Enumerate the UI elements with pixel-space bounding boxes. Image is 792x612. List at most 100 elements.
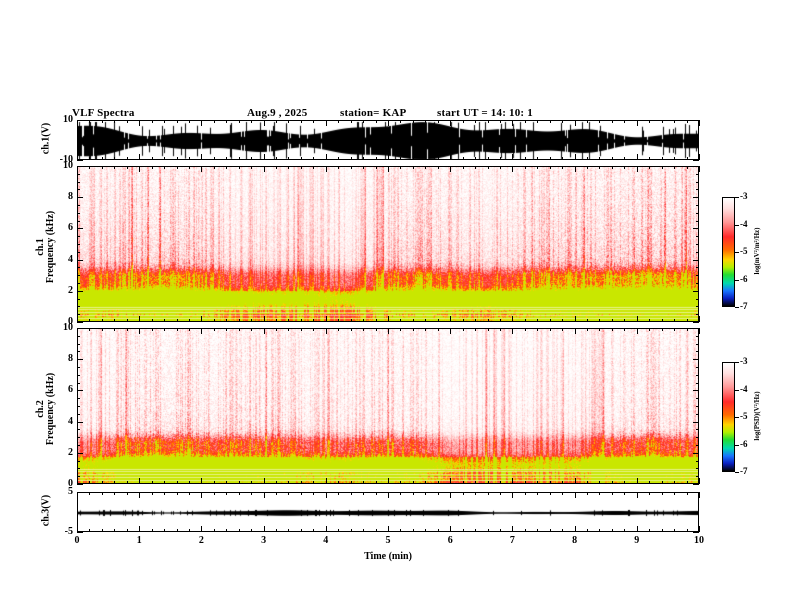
- x-tick-top-2-32: [475, 328, 476, 332]
- x-tick-top-0-46: [649, 120, 650, 124]
- x-tick-top-3-31: [463, 492, 464, 496]
- x-tick-2-12: [226, 480, 227, 484]
- x-tick-3-38: [550, 528, 551, 532]
- ch1spec-y-minor-r: [695, 189, 699, 190]
- x-tick-top-0-30: [450, 120, 451, 126]
- x-tick-3-21: [338, 528, 339, 532]
- x-tick-top-2-15: [264, 328, 265, 334]
- ch1spec-y-minor-r: [695, 174, 699, 175]
- x-tick-2-26: [400, 480, 401, 484]
- ch1spec-y-minor: [77, 244, 81, 245]
- x-tick-1-5: [139, 316, 140, 322]
- x-tick-top-0-34: [500, 120, 501, 124]
- ch2spec-y-major-0: [77, 484, 83, 485]
- colorbar-1-tick-label-1: -4: [740, 383, 748, 394]
- x-tick-top-0-14: [251, 120, 252, 124]
- x-tick-1-0: [77, 316, 78, 322]
- x-tick-1-42: [599, 318, 600, 322]
- x-tick-2-24: [376, 480, 377, 484]
- x-tick-label-6: 6: [447, 535, 453, 546]
- x-tick-top-2-45: [637, 328, 638, 334]
- ch2-colorbar: [722, 362, 735, 472]
- x-tick-0-4: [127, 156, 128, 160]
- x-tick-3-19: [313, 528, 314, 532]
- x-tick-top-0-17: [288, 120, 289, 124]
- x-tick-3-9: [189, 528, 190, 532]
- x-tick-top-1-23: [363, 166, 364, 170]
- x-tick-top-2-16: [276, 328, 277, 332]
- x-tick-2-1: [89, 480, 90, 484]
- x-tick-top-3-42: [599, 492, 600, 496]
- x-tick-label-2: 2: [198, 535, 204, 546]
- x-tick-label-4: 4: [323, 535, 329, 546]
- x-tick-top-3-43: [612, 492, 613, 496]
- x-tick-top-1-35: [512, 166, 513, 172]
- ch1spec-y-major-5: [77, 166, 83, 167]
- x-tick-3-30: [450, 526, 451, 532]
- x-tick-top-2-6: [152, 328, 153, 332]
- x-tick-0-27: [413, 156, 414, 160]
- x-tick-top-1-21: [338, 166, 339, 170]
- x-tick-1-3: [114, 318, 115, 322]
- x-tick-1-20: [326, 316, 327, 322]
- x-tick-1-26: [400, 318, 401, 322]
- station-label: station= KAP: [340, 107, 407, 119]
- x-tick-3-8: [177, 528, 178, 532]
- x-tick-top-2-34: [500, 328, 501, 332]
- ch1wave-y-major-r-1: [693, 160, 699, 161]
- ch3-waveform-ylabel: ch.3(V): [40, 494, 52, 527]
- x-tick-2-9: [189, 480, 190, 484]
- x-tick-top-1-26: [400, 166, 401, 170]
- x-tick-top-1-4: [127, 166, 128, 170]
- ch2spec-y-major-r-3: [693, 390, 699, 391]
- ch2spec-y-label-0: 0: [68, 478, 73, 489]
- ch2spec-y-minor-r: [695, 375, 699, 376]
- x-tick-top-2-30: [450, 328, 451, 334]
- x-tick-top-0-43: [612, 120, 613, 124]
- x-tick-0-31: [463, 156, 464, 160]
- x-tick-top-2-43: [612, 328, 613, 332]
- x-tick-2-45: [637, 478, 638, 484]
- ch1spec-y-major-r-4: [693, 197, 699, 198]
- x-tick-top-0-5: [139, 120, 140, 126]
- ch1spec-y-minor: [77, 306, 81, 307]
- ch1spec-y-major-r-3: [693, 228, 699, 229]
- x-tick-top-1-44: [624, 166, 625, 170]
- colorbar-1-tick-label-4: -7: [740, 466, 748, 476]
- colorbar-1-tick-label-0: -3: [740, 356, 748, 366]
- ch1spec-y-minor: [77, 182, 81, 183]
- ch1spec-y-major-4: [77, 197, 83, 198]
- x-tick-top-3-20: [326, 492, 327, 498]
- x-tick-3-49: [687, 528, 688, 532]
- x-tick-top-0-44: [624, 120, 625, 124]
- ch1-waveform-ylabel: ch.1(V): [40, 122, 52, 155]
- x-tick-top-0-3: [114, 120, 115, 124]
- x-tick-0-40: [575, 154, 576, 160]
- x-tick-2-27: [413, 480, 414, 484]
- ch1spec-y-minor: [77, 283, 81, 284]
- ch1spec-y-label-0: 0: [68, 316, 73, 327]
- x-tick-1-4: [127, 318, 128, 322]
- x-tick-2-0: [77, 478, 78, 484]
- x-tick-top-3-23: [363, 492, 364, 496]
- ch1spec-y-minor: [77, 299, 81, 300]
- ch1wave-y-label-0: 10: [63, 114, 73, 125]
- x-tick-top-0-38: [550, 120, 551, 124]
- x-tick-3-43: [612, 528, 613, 532]
- x-tick-top-0-4: [127, 120, 128, 124]
- x-tick-top-2-39: [562, 328, 563, 332]
- x-tick-top-1-15: [264, 166, 265, 172]
- x-tick-2-5: [139, 478, 140, 484]
- x-tick-0-8: [177, 156, 178, 160]
- colorbar-0-tick-2: [735, 252, 739, 253]
- x-tick-top-2-37: [537, 328, 538, 332]
- x-tick-top-1-13: [239, 166, 240, 170]
- x-tick-top-1-20: [326, 166, 327, 172]
- x-tick-1-28: [425, 318, 426, 322]
- x-tick-3-3: [114, 528, 115, 532]
- x-tick-0-48: [674, 156, 675, 160]
- ch2spec-y-minor: [77, 398, 81, 399]
- x-tick-0-22: [351, 156, 352, 160]
- x-tick-0-9: [189, 156, 190, 160]
- ch2spec-y-major-1: [77, 453, 83, 454]
